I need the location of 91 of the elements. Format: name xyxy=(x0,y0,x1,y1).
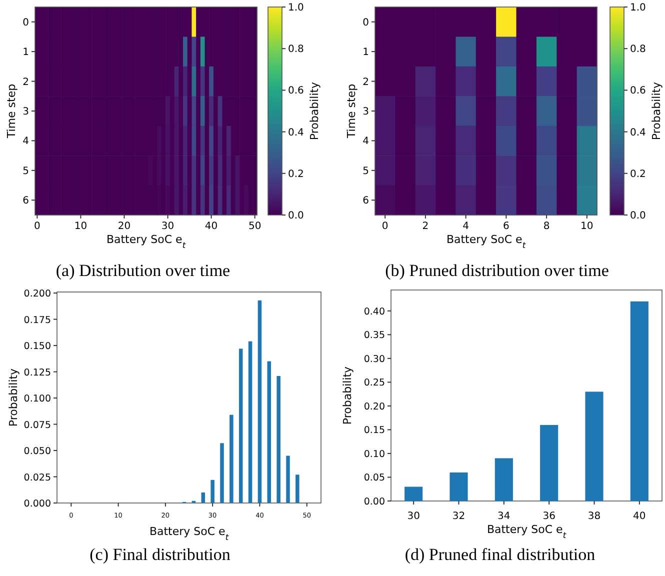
y-tick-label: 0.30 xyxy=(364,354,385,365)
x-axis-title: Battery SoC e$_{t}$ xyxy=(486,523,567,540)
y-tick-label: 0.175 xyxy=(24,314,51,326)
x-tick-label: 40 xyxy=(633,511,646,522)
x-tick-label: 6 xyxy=(502,221,510,232)
y-tick-label: 0.200 xyxy=(24,288,51,300)
y-tick-label: 0 xyxy=(362,17,369,28)
color-bar-label: 0.4 xyxy=(288,127,304,138)
bar xyxy=(286,456,290,503)
x-tick-label: 20 xyxy=(118,221,131,232)
x-axis-title: Battery SoC e$_{t}$ xyxy=(149,525,230,542)
y-tick-label: 0.20 xyxy=(364,401,385,412)
y-tick-label: 3 xyxy=(362,106,369,118)
y-tick-label: 1 xyxy=(362,47,369,58)
x-tick-label: 8 xyxy=(543,221,550,232)
x-axis-title: Battery SoC e$_{t}$ xyxy=(106,233,186,250)
text: (a) Distribution over time xyxy=(56,261,230,280)
color-bar-title: Probability xyxy=(650,81,663,140)
x-tick-label: 10 xyxy=(74,221,88,232)
text: (c) Final distribution xyxy=(90,545,231,564)
bar xyxy=(267,361,272,503)
bar xyxy=(230,414,234,503)
color-bar-label: 0.0 xyxy=(288,210,304,222)
bar xyxy=(210,480,214,503)
color-bar-label: 0.8 xyxy=(288,44,304,56)
bar xyxy=(494,458,513,501)
color-bar-label: 0.8 xyxy=(630,44,646,56)
color-bar-label: 0.2 xyxy=(288,168,304,180)
y-tick-label: 0.10 xyxy=(364,448,385,460)
color-bar-label: 0.4 xyxy=(630,127,646,138)
y-tick-label: 0.000 xyxy=(24,498,51,510)
x-tick-label: 38 xyxy=(588,511,601,522)
text: (b) Pruned distribution over time xyxy=(385,261,609,280)
x-tick-label: 2 xyxy=(422,221,429,232)
y-tick-label: 0.075 xyxy=(24,420,51,431)
y-tick-label: 2 xyxy=(362,76,369,88)
y-tick-label: 6 xyxy=(22,196,29,207)
y-tick-label: 0.100 xyxy=(24,394,51,405)
bar xyxy=(238,348,243,503)
x-tick-label: 40 xyxy=(204,221,218,232)
y-axis-title: Probability xyxy=(7,368,20,427)
x-tick-label: 34 xyxy=(498,511,510,522)
color-bar-label: 0.6 xyxy=(288,86,304,97)
x-tick-label: 4 xyxy=(462,221,470,232)
y-tick-label: 0.15 xyxy=(364,425,385,436)
y-tick-label: 6 xyxy=(362,196,369,207)
y-axis-title: Probability xyxy=(341,366,354,425)
bar xyxy=(585,392,604,501)
x-tick-label: 30 xyxy=(407,511,420,522)
x-axis-title: Battery SoC e$_{t}$ xyxy=(446,233,526,250)
y-tick-label: 0.35 xyxy=(364,330,385,342)
y-tick-label: 0.25 xyxy=(364,378,385,389)
bar xyxy=(220,443,224,503)
color-bar-label: 0.6 xyxy=(630,86,646,97)
bar xyxy=(248,341,252,503)
bar xyxy=(201,492,206,503)
y-tick-label: 0 xyxy=(22,17,29,28)
y-tick-label: 3 xyxy=(22,106,29,118)
color-bar-label: 0.0 xyxy=(630,210,646,222)
y-tick-label: 4 xyxy=(362,136,369,148)
y-tick-label: 0.05 xyxy=(364,472,385,484)
color-bar-label: 1.0 xyxy=(630,2,646,14)
bar xyxy=(630,301,648,501)
bar xyxy=(258,300,262,503)
bar xyxy=(540,424,558,501)
bar xyxy=(276,376,280,503)
bar xyxy=(296,474,300,503)
x-tick-label: 30 xyxy=(161,221,174,232)
bar xyxy=(450,472,468,501)
y-tick-label: 0.125 xyxy=(24,367,51,378)
y-axis-title: Time step xyxy=(5,84,18,140)
y-tick-label: 1 xyxy=(22,47,29,58)
color-bar-label: 0.2 xyxy=(630,168,646,180)
y-tick-label: 5 xyxy=(22,166,29,177)
y-tick-label: 0.050 xyxy=(24,446,51,458)
y-tick-label: 0.150 xyxy=(24,341,51,352)
color-bar-title: Probability xyxy=(308,81,321,140)
x-tick-label: 36 xyxy=(542,511,556,522)
y-tick-label: 0.00 xyxy=(364,496,385,508)
y-tick-label: 0.40 xyxy=(364,306,385,318)
x-tick-label: 32 xyxy=(452,511,466,522)
x-tick-label: 50 xyxy=(248,221,262,232)
x-tick-label: 10 xyxy=(580,221,594,232)
text: (d) Pruned final distribution xyxy=(404,545,596,564)
color-bar-label: 1.0 xyxy=(288,2,304,14)
y-tick-label: 2 xyxy=(22,76,29,88)
bar xyxy=(404,486,423,501)
y-tick-label: 0.025 xyxy=(24,472,51,484)
y-tick-label: 5 xyxy=(362,166,369,177)
y-axis-title: Time step xyxy=(345,84,358,140)
y-tick-label: 4 xyxy=(22,136,29,148)
